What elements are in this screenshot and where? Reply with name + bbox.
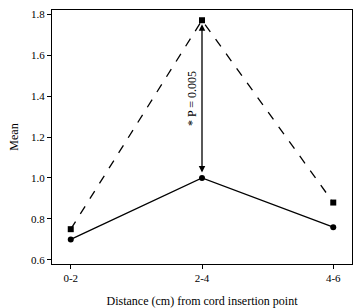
svg-text:0.8: 0.8 xyxy=(31,213,45,225)
svg-text:1.0: 1.0 xyxy=(31,172,45,184)
svg-text:1.2: 1.2 xyxy=(31,131,45,143)
svg-text:0.6: 0.6 xyxy=(31,254,45,266)
svg-text:0-2: 0-2 xyxy=(63,272,78,284)
svg-text:1.8: 1.8 xyxy=(31,8,45,20)
svg-text:2-4: 2-4 xyxy=(195,272,210,284)
svg-text:Distance (cm) from cord insert: Distance (cm) from cord insertion point xyxy=(107,294,299,308)
svg-text:1.6: 1.6 xyxy=(31,49,45,61)
svg-text:* P = 0.005: * P = 0.005 xyxy=(185,71,199,126)
svg-text:4-6: 4-6 xyxy=(326,272,341,284)
svg-text:Mean: Mean xyxy=(7,123,21,150)
svg-text:1.4: 1.4 xyxy=(31,90,45,102)
